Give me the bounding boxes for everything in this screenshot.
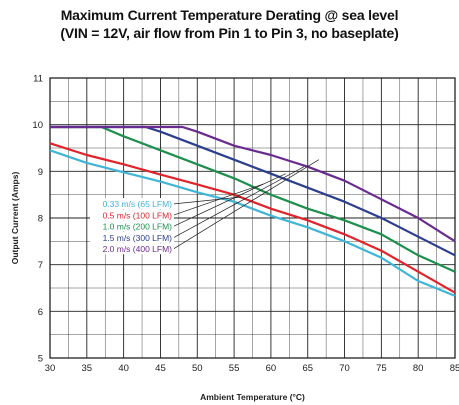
series-line [50, 125, 456, 243]
legend-label-bg [90, 198, 174, 209]
legend-entry: 1.0 m/s (200 LFM) [103, 222, 173, 232]
legend-leader-line [172, 173, 286, 227]
legend-leader-line [172, 159, 319, 250]
grid [49, 77, 456, 359]
x-tick-label: 35 [82, 363, 93, 374]
x-tick-label: 45 [155, 363, 166, 374]
legend-entry: 2.0 m/s (400 LFM) [103, 244, 173, 254]
x-tick-label: 65 [302, 363, 313, 374]
y-tick-label: 9 [38, 167, 43, 178]
x-axis-label: Ambient Temperature (°C) [200, 392, 305, 402]
y-tick-label: 8 [38, 214, 43, 225]
legend-label-bg [90, 209, 174, 221]
x-tick-label: 60 [266, 363, 277, 374]
y-axis-label: Output Current (Amps) [10, 172, 20, 265]
legend: 0.33 m/s (65 LFM)0.5 m/s (100 LFM) 1.0 m/… [90, 159, 319, 255]
y-tick-label: 11 [33, 74, 43, 85]
series-lines [49, 125, 456, 297]
x-tick-label: 30 [45, 363, 56, 374]
x-tick-label: 40 [118, 363, 129, 374]
chart-title-block: Maximum Current Temperature Derating @ s… [0, 6, 459, 42]
chart-subtitle: (VIN = 12V, air flow from Pin 1 to Pin 3… [60, 25, 399, 41]
legend-label-bg [90, 243, 174, 255]
y-tick-label: 7 [38, 260, 43, 271]
tick-labels: 30 35 40 45 50 55 60 65 70 75 80 85 5 6 7 8 9 10 11 [32, 74, 459, 375]
legend-label-bg [90, 231, 174, 243]
x-tick-label: 80 [413, 363, 424, 374]
series-line [49, 149, 456, 297]
legend-label-bg [90, 220, 174, 232]
legend-leader-line [172, 183, 264, 216]
x-tick-label: 55 [229, 363, 240, 374]
x-tick-label: 70 [339, 363, 350, 374]
y-tick-label: 5 [38, 354, 43, 365]
chart-title: Maximum Current Temperature Derating @ s… [60, 7, 399, 23]
y-tick-label: 6 [38, 307, 43, 318]
legend-entry: 1.5 m/s (300 LFM) [103, 233, 173, 243]
legend-leader-line [172, 196, 242, 205]
legend-entry: 0.33 m/s (65 LFM) [103, 199, 173, 209]
legend-leader-line [172, 166, 305, 239]
y-tick-label: 10 [32, 120, 43, 131]
x-tick-label: 85 [450, 363, 459, 374]
plot-frame [49, 77, 456, 359]
x-tick-label: 75 [376, 363, 387, 374]
x-tick-label: 50 [192, 363, 203, 374]
series-line [49, 142, 456, 294]
legend-entry: 0.5 m/s (100 LFM) [103, 210, 173, 220]
